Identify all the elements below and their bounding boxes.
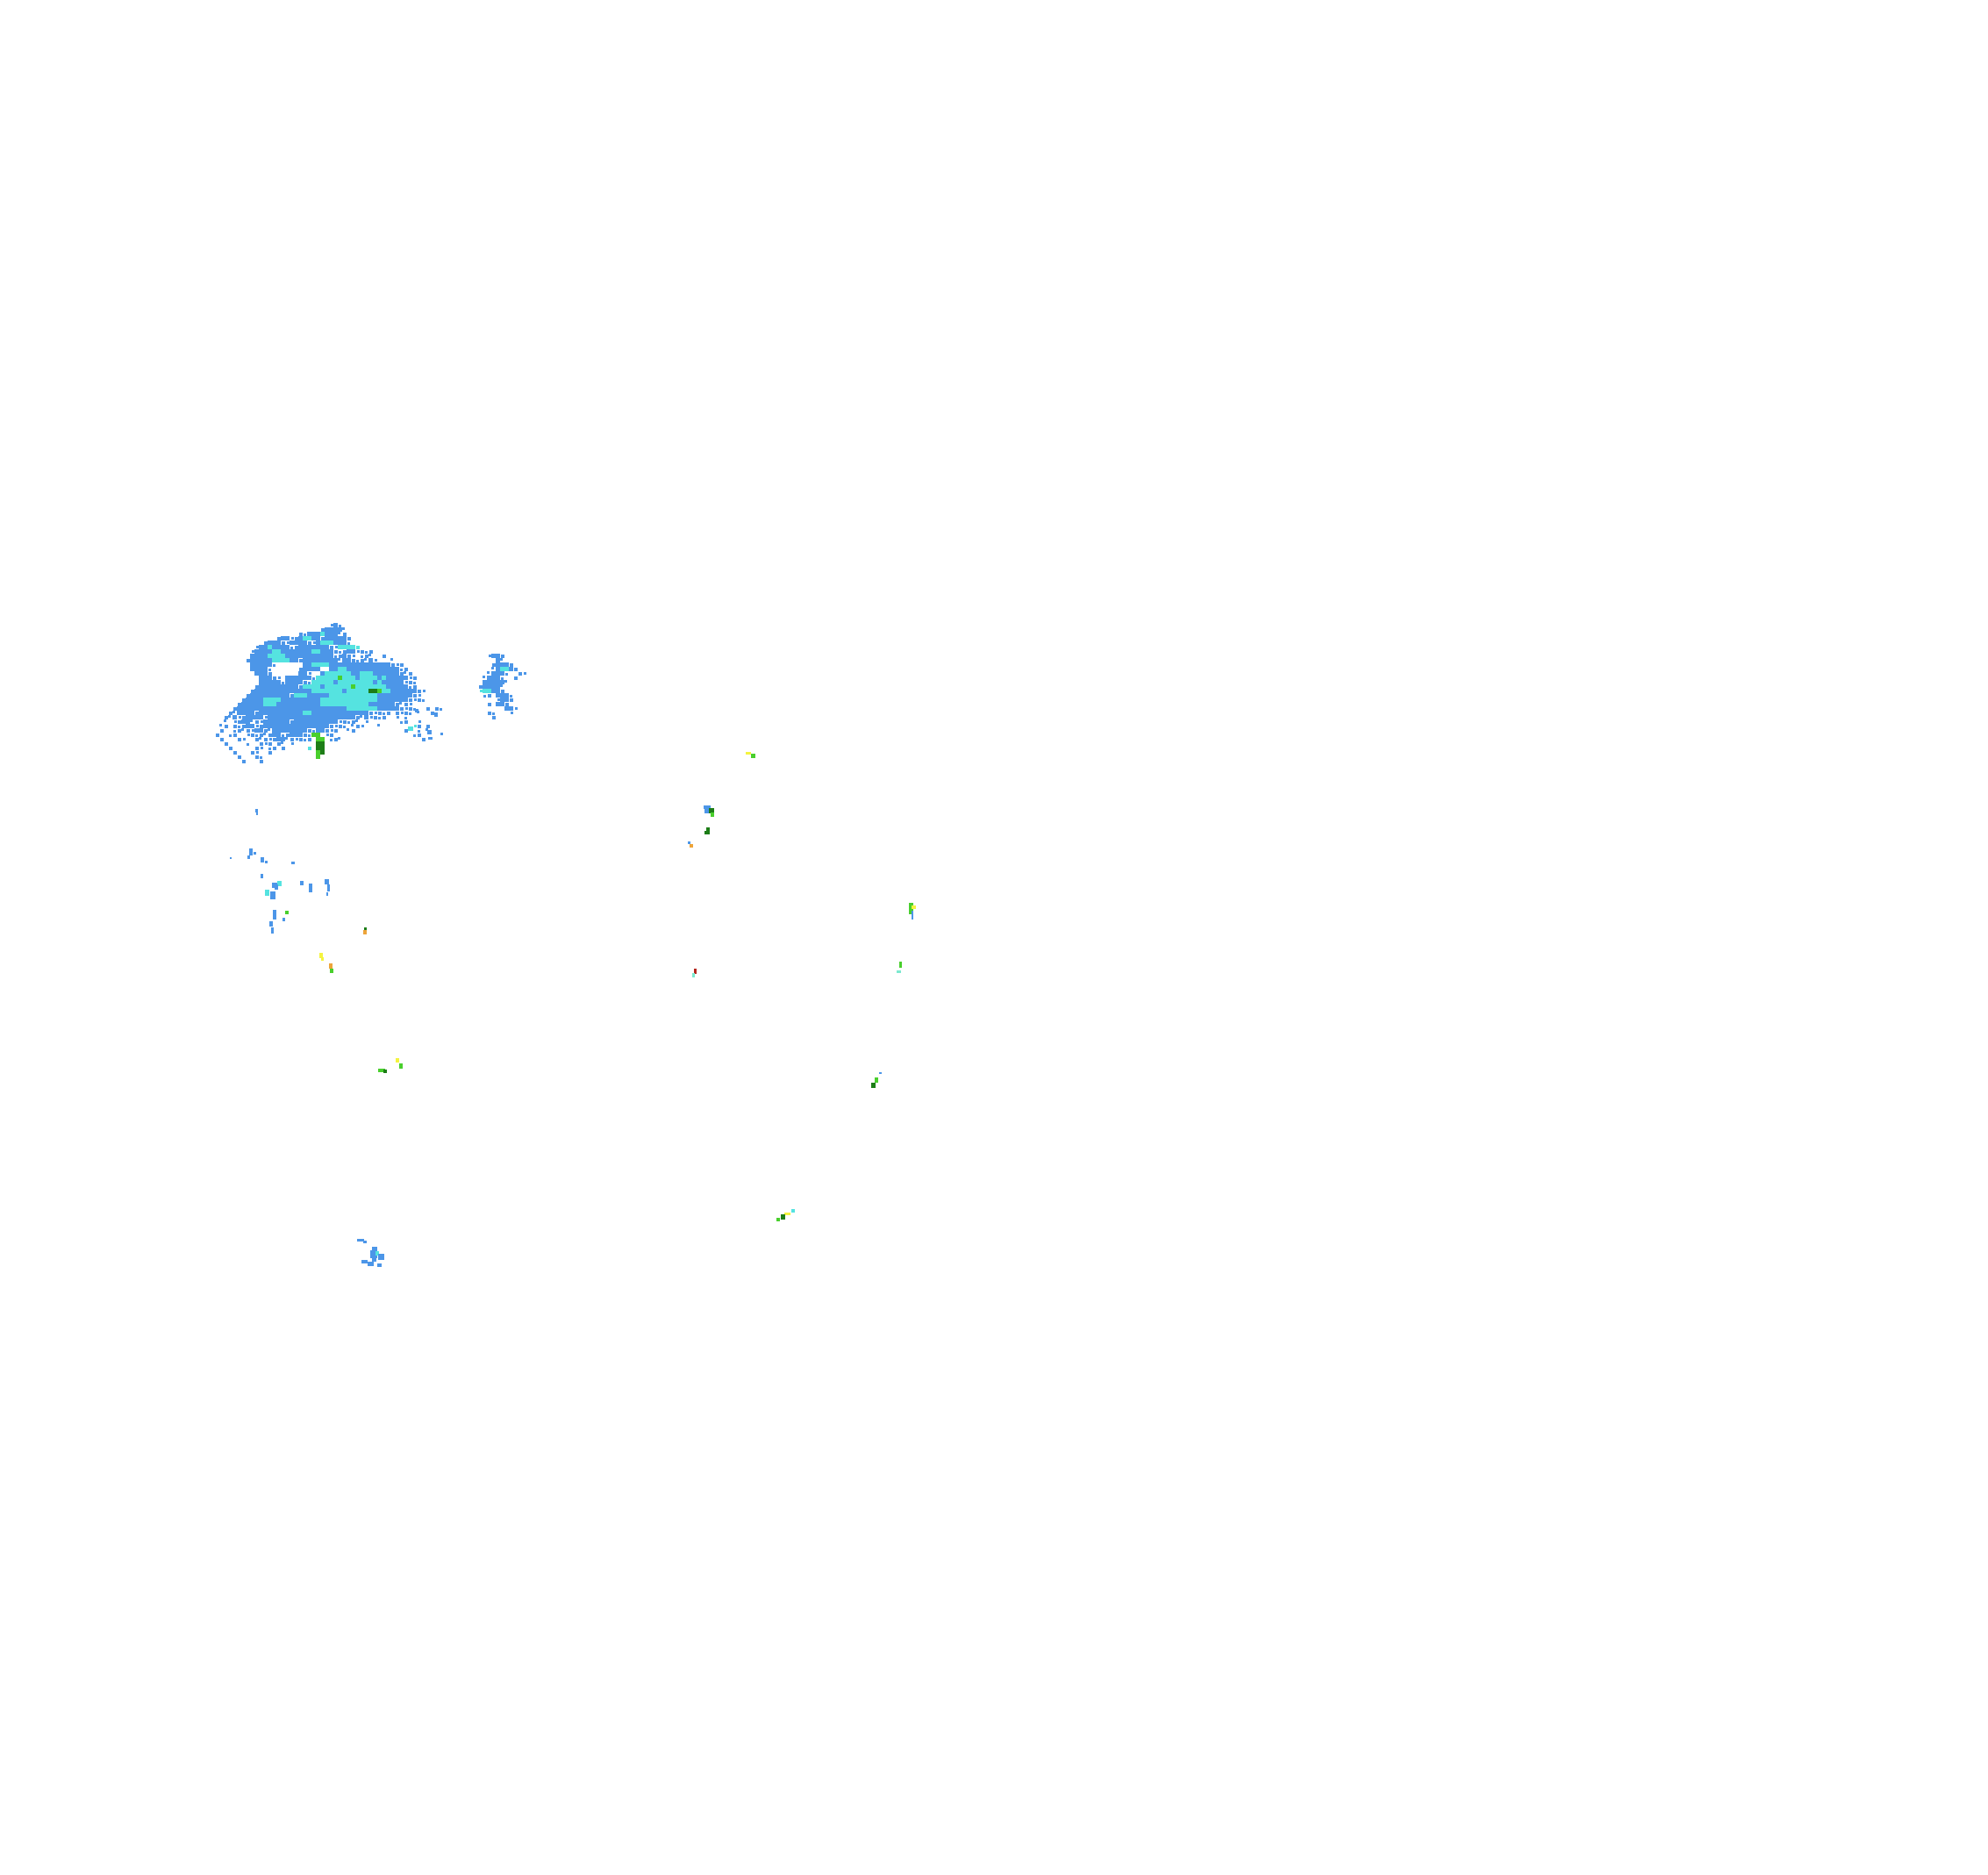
radar-map <box>0 0 1988 1875</box>
weather-radar-overlay-canvas <box>0 0 1988 1875</box>
